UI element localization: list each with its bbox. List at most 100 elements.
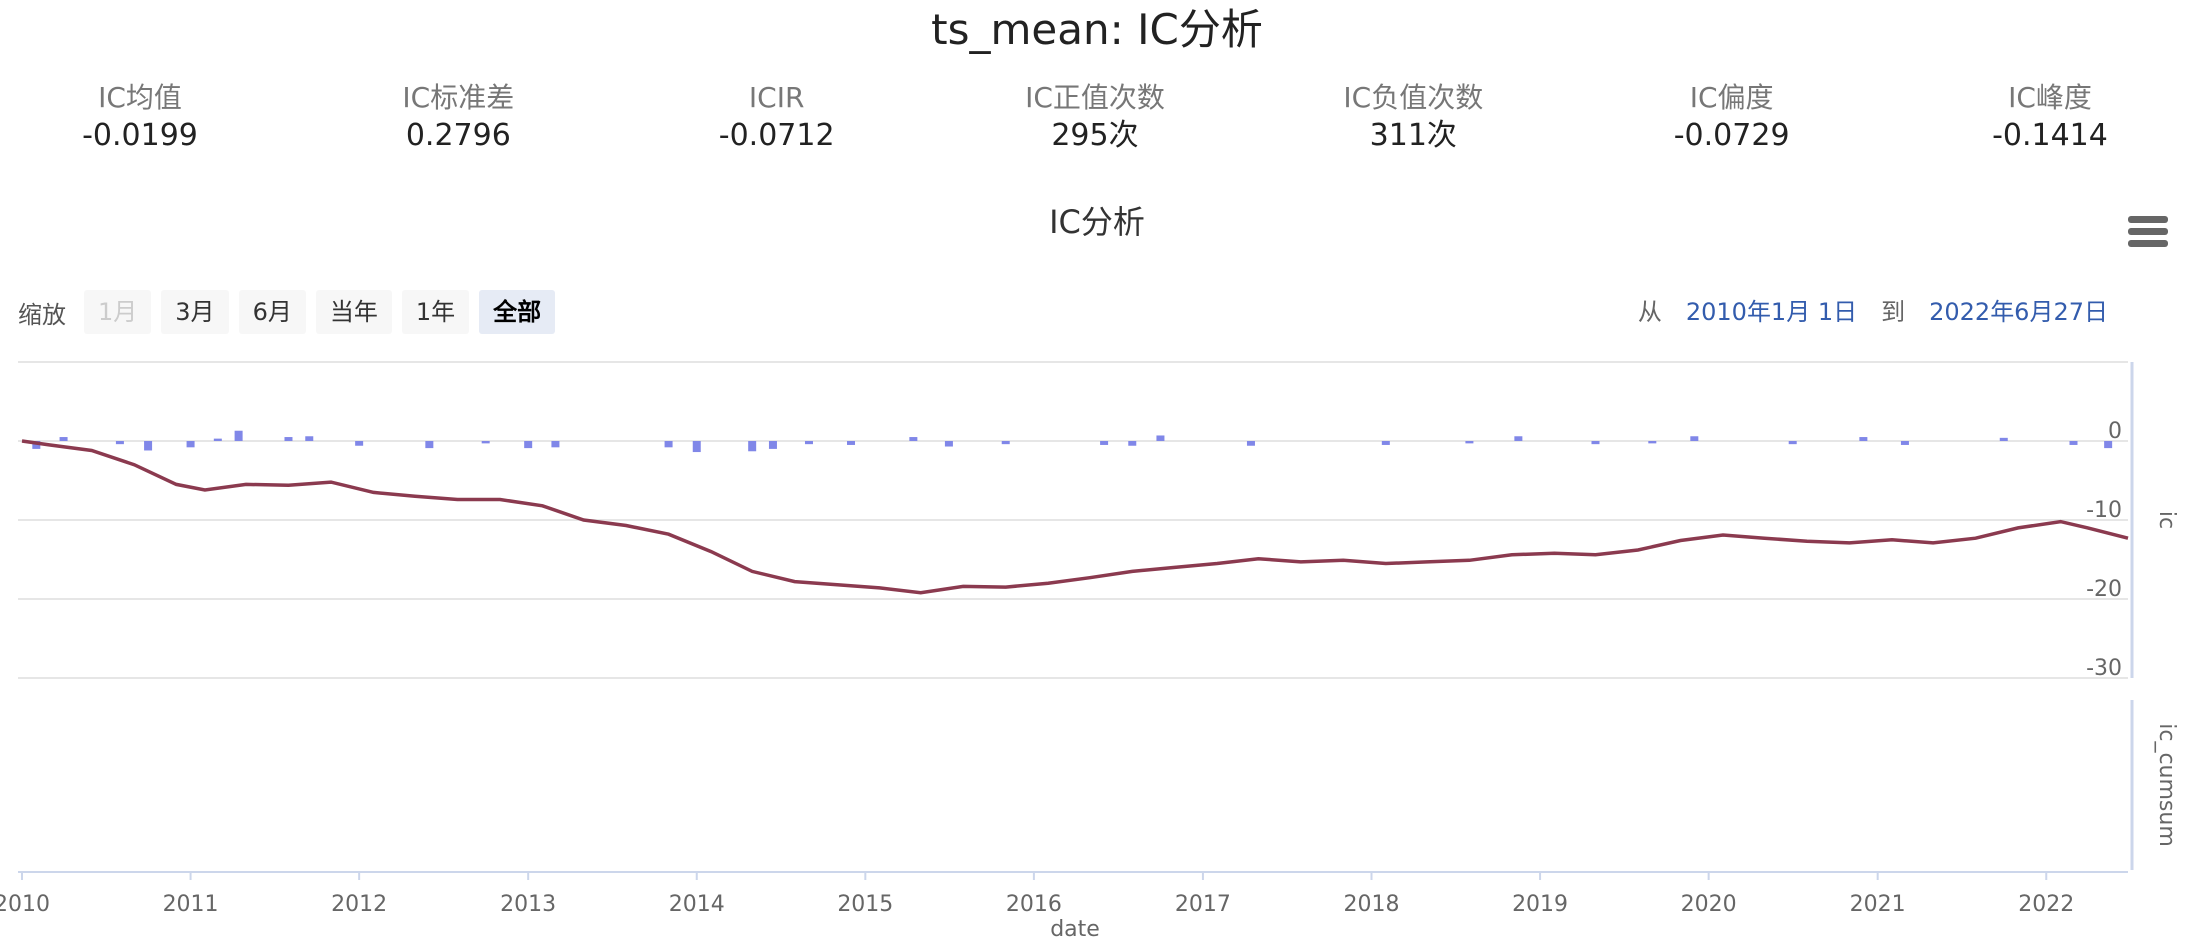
ic-bar <box>664 441 673 448</box>
ic-bar <box>234 430 243 441</box>
ic-bar <box>804 441 813 445</box>
ic-bar <box>847 441 856 445</box>
x-tick-label: 2021 <box>1850 892 1906 917</box>
zoom-button-3m[interactable]: 3月 <box>161 290 229 334</box>
ic-y-axis-title: ic <box>2154 511 2179 529</box>
ic-bar <box>692 441 701 453</box>
x-tick-label: 2018 <box>1344 892 1400 917</box>
date-range-selector: 从 2010年1月 1日 到 2022年6月27日 <box>1626 290 2120 334</box>
x-tick-label: 2019 <box>1512 892 1568 917</box>
range-to-label: 到 <box>1881 298 1906 326</box>
ic-bar <box>213 438 222 441</box>
y-tick-label: 0 <box>2108 419 2122 444</box>
ic-bar <box>1156 435 1165 441</box>
stat-value: 0.2796 <box>405 118 511 153</box>
stat-ic-mean: IC均值 -0.0199 <box>40 80 240 156</box>
range-from-input[interactable]: 2010年1月 1日 <box>1685 298 1858 326</box>
ic-bar <box>1648 441 1657 444</box>
ic-bar <box>1381 441 1390 445</box>
range-to-input[interactable]: 2022年6月27日 <box>1929 298 2108 326</box>
ic-bar-series <box>32 430 2113 453</box>
ic-bar <box>944 441 953 447</box>
stat-value: -0.0729 <box>1673 118 1790 153</box>
ic-cumsum-line <box>21 439 2129 595</box>
y-tick-label: -20 <box>2086 577 2122 602</box>
ic-bar <box>481 441 490 444</box>
chart-gridlines <box>18 361 2134 873</box>
y-tick-label: -30 <box>2086 656 2122 681</box>
x-axis-title: date <box>1050 917 1100 942</box>
range-from-label: 从 <box>1637 298 1662 326</box>
stat-label: IC标准差 <box>402 81 515 114</box>
x-tick-label: 2013 <box>500 892 556 917</box>
hamburger-menu-icon[interactable] <box>2128 216 2168 250</box>
ic-bar <box>1900 441 1909 445</box>
x-tick-label: 2016 <box>1006 892 1062 917</box>
stat-value: 295次 <box>1051 118 1139 153</box>
stat-ic-kurtosis: IC峰度 -0.1414 <box>1950 80 2150 156</box>
stats-row: IC均值 -0.0199 IC标准差 0.2796 ICIR -0.0712 I… <box>40 80 2150 156</box>
ic-bar <box>2104 441 2113 449</box>
ic-bar <box>1859 437 1868 441</box>
stat-value: -0.1414 <box>1992 118 2108 153</box>
stat-label: IC负值次数 <box>1343 81 1484 114</box>
stat-label: IC正值次数 <box>1025 81 1165 114</box>
y-tick-label: -10 <box>2086 498 2122 523</box>
x-tick-label: 2022 <box>2018 892 2074 917</box>
x-tick-label: 2014 <box>669 892 725 917</box>
x-tick-label: 2017 <box>1175 892 1231 917</box>
x-tick-label: 2012 <box>331 892 387 917</box>
ic-bar <box>1788 441 1797 445</box>
zoom-button-1m: 1月 <box>84 290 152 334</box>
stat-value: -0.0712 <box>718 118 835 153</box>
stat-label: IC均值 <box>98 81 182 114</box>
stat-ic-skew: IC偏度 -0.0729 <box>1632 80 1832 156</box>
ic-bar <box>305 436 314 441</box>
ic-bar <box>425 441 434 449</box>
zoom-button-ytd[interactable]: 当年 <box>315 290 392 334</box>
chart-title: IC分析 <box>1049 203 1145 241</box>
stat-label: IC峰度 <box>2008 81 2092 114</box>
ic-bar <box>144 441 153 451</box>
ic-bar <box>284 437 293 441</box>
zoom-button-1y[interactable]: 1年 <box>401 290 470 334</box>
zoom-toolbar: 缩放 1月 3月 6月 当年 1年 全部 <box>18 290 565 334</box>
stat-ic-positive-count: IC正值次数 295次 <box>995 80 1195 156</box>
ic-bar <box>768 441 777 449</box>
stat-label: ICIR <box>748 81 805 114</box>
x-tick-label: 2010 <box>0 892 50 917</box>
stat-label: IC偏度 <box>1689 81 1774 114</box>
ic-bar <box>909 437 918 441</box>
zoom-button-6m[interactable]: 6月 <box>238 290 306 334</box>
ic-bar <box>1591 441 1600 445</box>
stat-value: 311次 <box>1369 118 1457 153</box>
chart-axes: 0 -10 -20 -30 2010 2011 2012 2013 2014 2015 2016 20… <box>0 419 2179 942</box>
ic-bar <box>748 441 757 452</box>
ic-bar <box>355 441 364 446</box>
stat-value: -0.0199 <box>82 118 198 153</box>
ic-bar <box>1246 441 1255 446</box>
ic-bar <box>115 441 124 445</box>
ic-bar <box>524 441 533 449</box>
stat-ic-negative-count: IC负值次数 311次 <box>1313 80 1513 156</box>
ic-bar <box>2069 441 2078 445</box>
ic-bar <box>551 441 560 448</box>
ic-bar <box>1514 436 1523 441</box>
x-tick-label: 2011 <box>163 892 219 917</box>
page-title: ts_mean: IC分析 <box>931 5 1263 54</box>
x-tick-label: 2015 <box>837 892 893 917</box>
stat-icir: ICIR -0.0712 <box>677 80 877 156</box>
ic-bar <box>1690 436 1699 441</box>
zoom-label: 缩放 <box>18 300 66 329</box>
stat-ic-std: IC标准差 0.2796 <box>358 80 558 156</box>
ic-bar <box>1999 437 2008 441</box>
ic-bar <box>1128 441 1137 446</box>
ic-bar <box>186 441 195 448</box>
ic-cumsum-y-axis-title: ic_cumsum <box>2154 723 2179 847</box>
ic-bar <box>1001 441 1010 445</box>
ic-bar <box>32 441 41 449</box>
ic-bar <box>1465 441 1474 444</box>
zoom-button-all[interactable]: 全部 <box>479 290 556 334</box>
ic-bar <box>1100 441 1109 445</box>
